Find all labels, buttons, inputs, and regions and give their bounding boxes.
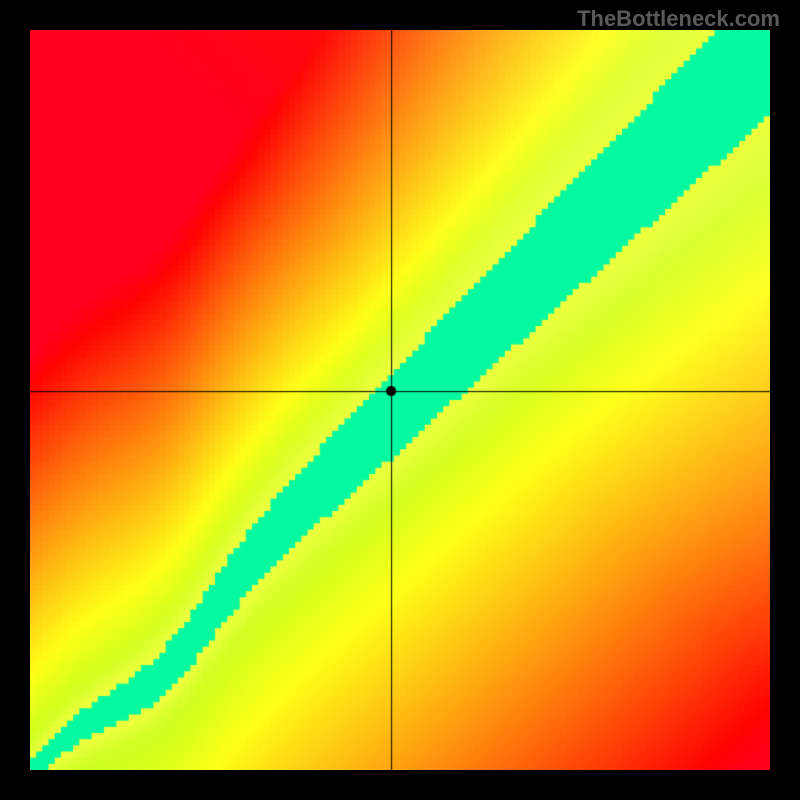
bottleneck-heatmap-canvas: [30, 30, 770, 770]
watermark-text: TheBottleneck.com: [577, 6, 780, 32]
bottleneck-heatmap-container: { "watermark": { "text": "TheBottleneck.…: [0, 0, 800, 800]
